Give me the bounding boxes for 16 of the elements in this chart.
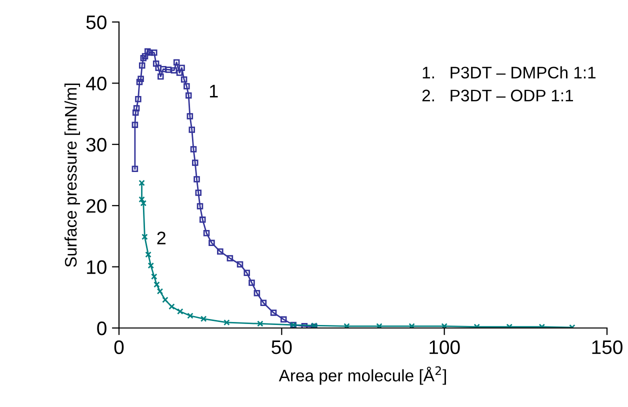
annotation: 2. P3DT – ODP 1:1 [422,90,574,102]
x-tick-label: 100 [430,340,460,354]
x-tick-label: 150 [592,340,622,354]
y-tick-label: 30 [86,138,106,152]
x-tick-label: 50 [272,340,292,354]
y-tick-label: 40 [86,76,106,90]
y-tick-label: 0 [97,321,106,336]
x-tick-label: 0 [114,340,124,354]
x-axis-title: Area per molecule [Å$^{2}$] [278,366,446,385]
y-axis-title: Surface pressure [mN/m] [64,84,80,267]
y-tick-label: 10 [87,260,106,274]
y-tick-label: 20 [86,199,106,213]
series-label: 1 [210,84,218,98]
annotation: 1. P3DT – DMPCh 1:1 [422,66,596,78]
series-label: 2 [157,232,166,244]
y-tick-label: 50 [86,15,106,30]
